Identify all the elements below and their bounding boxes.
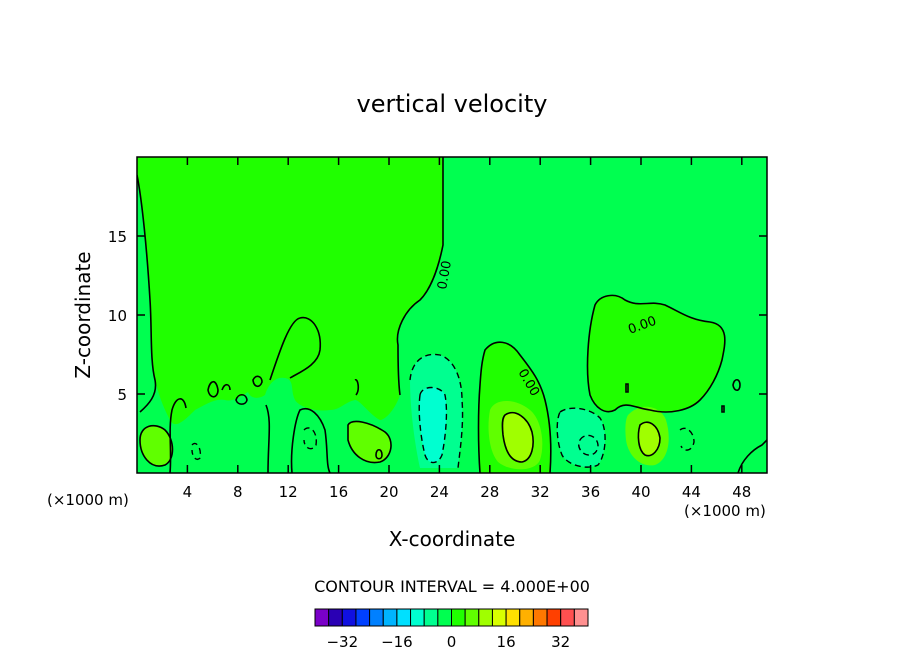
updraft-peak-40 xyxy=(638,422,660,456)
colorbar-swatch xyxy=(546,608,562,627)
colorbar-tick-label: 32 xyxy=(551,633,570,651)
x-tick-label: 12 xyxy=(279,483,298,501)
x-unit-right: (×1000 m) xyxy=(684,502,766,520)
updraft-core-19 xyxy=(348,421,392,463)
contour-interval-label: CONTOUR INTERVAL = 4.000E+00 xyxy=(314,577,590,596)
colorbar-swatch xyxy=(478,608,493,627)
updraft-core-2 xyxy=(140,425,173,466)
chart-title: vertical velocity xyxy=(357,90,548,118)
colorbar-swatch xyxy=(410,608,425,627)
x-tick-label: 36 xyxy=(581,483,600,501)
colorbar-tick-label: 0 xyxy=(447,633,457,651)
colorbar-swatch xyxy=(491,608,507,627)
x-tick-label: 24 xyxy=(430,483,449,501)
x-tick-label: 8 xyxy=(233,483,243,501)
colorbar-swatch xyxy=(369,608,384,627)
x-axis-label: X-coordinate xyxy=(389,527,516,551)
x-tick-label: 28 xyxy=(480,483,499,501)
colorbar-swatch xyxy=(382,608,398,627)
y-axis-label: Z-coordinate xyxy=(71,251,95,378)
contour-lines-negative xyxy=(191,353,695,469)
colorbar-swatch xyxy=(519,608,534,627)
colorbar-swatch xyxy=(396,608,412,627)
x-tick-label: 4 xyxy=(183,483,193,501)
contour-lines xyxy=(137,157,767,473)
downdraft-core-24 xyxy=(419,387,447,463)
colorbar-swatch xyxy=(573,608,589,627)
colorbar-swatch xyxy=(328,608,343,627)
x-unit-left: (×1000 m) xyxy=(47,491,129,509)
x-tick-label: 48 xyxy=(732,483,751,501)
colorbar-swatch xyxy=(355,608,371,627)
colorbar-swatch xyxy=(464,608,480,627)
colorbar-tick-label: −16 xyxy=(381,633,413,651)
x-tick-label: 32 xyxy=(531,483,550,501)
plot-area: 0.00 0.00 0.00 xyxy=(137,157,767,473)
x-tick-label: 44 xyxy=(682,483,701,501)
updraft-region-upper-left xyxy=(137,157,443,425)
y-tick-label: 5 xyxy=(117,386,127,404)
x-tick-label: 16 xyxy=(329,483,348,501)
updraft-peak-30 xyxy=(502,412,534,462)
colorbar-swatch xyxy=(437,608,453,627)
y-tick-label: 10 xyxy=(108,307,127,325)
colorbar: −32 −16 0 16 32 xyxy=(314,608,589,651)
updraft-region-right xyxy=(587,295,725,412)
colorbar-swatch xyxy=(341,608,357,627)
x-tick-label: 20 xyxy=(379,483,398,501)
colorbar-swatch xyxy=(532,608,548,627)
contour-label: 0.00 xyxy=(435,260,455,291)
colorbar-swatch xyxy=(560,608,575,627)
x-tick-label: 40 xyxy=(631,483,650,501)
y-tick-label: 15 xyxy=(108,228,127,246)
y-axis: 5 10 15 xyxy=(108,228,767,404)
colorbar-swatch xyxy=(505,608,521,627)
colorbar-swatch xyxy=(423,608,439,627)
colorbar-tick-label: 16 xyxy=(497,633,516,651)
colorbar-tick-label: −32 xyxy=(326,633,358,651)
colorbar-swatch xyxy=(451,608,466,627)
colorbar-swatch xyxy=(314,608,330,627)
x-axis: 4 8 12 16 20 24 28 32 36 40 44 48 xyxy=(183,157,751,501)
